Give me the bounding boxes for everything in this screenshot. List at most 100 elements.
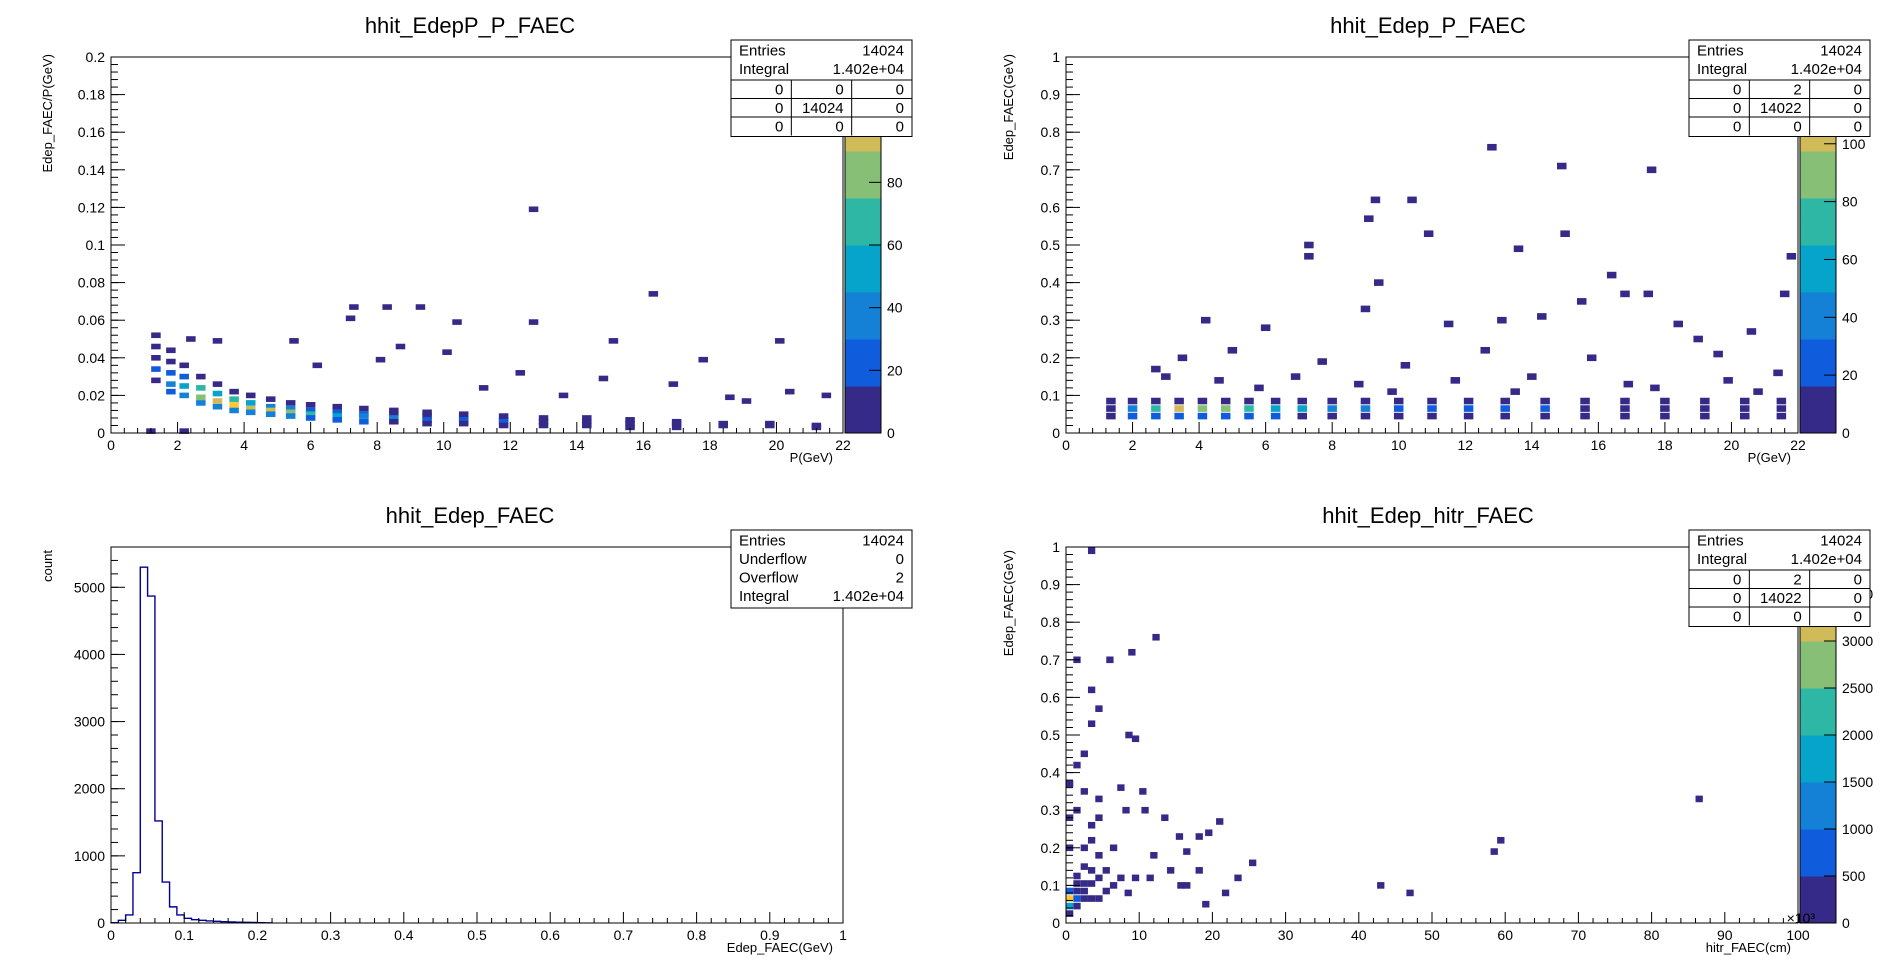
palette-segment — [1800, 386, 1836, 396]
heatmap-cell — [285, 409, 296, 416]
palette-segment — [1800, 819, 1836, 830]
heatmap-cell — [265, 396, 276, 402]
heatmap-cell — [382, 304, 392, 310]
heatmap-cell — [1106, 405, 1116, 412]
pad-edepp-vs-p: hhit_EdepP_P_FAEC 0 2 4 6 8 10 12 14 16 18 20 22 00… — [40, 13, 913, 465]
chart-title: hhit_Edep_FAEC — [386, 503, 555, 528]
y-tick-label: 0.12 — [78, 199, 105, 215]
palette-segment — [845, 292, 881, 302]
heatmap-cell — [332, 403, 343, 410]
heatmap-cell — [359, 413, 369, 419]
heatmap-cell — [1713, 350, 1723, 358]
heatmap-cell — [1073, 887, 1081, 895]
x-tick-label: 0.3 — [321, 927, 341, 943]
heatmap-cell — [1167, 867, 1175, 874]
y-tick-label: 0 — [97, 915, 105, 931]
palette-tick-label: 0 — [887, 425, 895, 441]
y-axis-ticks: 0 0.1 0.2 0.3 0.4 0.5 0.6 0.7 0.8 0.9 1 — [1041, 539, 1080, 931]
heatmap-cell — [389, 407, 399, 414]
stats-grid-value: 14024 — [802, 100, 844, 117]
x-tick-label: 0 — [107, 927, 115, 943]
x-axis-label: P(GeV) — [1748, 450, 1791, 465]
heatmap-cell — [1753, 388, 1763, 395]
x-tick-label: 22 — [1790, 437, 1806, 453]
stats-grid-value: 2 — [1793, 572, 1801, 589]
y-tick-label: 0.7 — [1041, 652, 1061, 668]
x-tick-label: 80 — [1644, 927, 1660, 943]
heatmap-cell — [1500, 405, 1510, 412]
palette-segment — [1800, 367, 1836, 378]
heatmap-cell — [1073, 872, 1081, 880]
palette-segment — [1800, 357, 1836, 368]
heatmap-cell — [389, 411, 399, 417]
x-tick-label: 20 — [1205, 927, 1221, 943]
y-tick-label: 0.4 — [1041, 765, 1061, 781]
heatmap-cell — [1151, 365, 1161, 373]
heatmap-cell — [1443, 320, 1454, 328]
heatmap-cell — [196, 373, 206, 380]
y-tick-label: 1 — [1052, 539, 1060, 555]
heatmap-cell — [1087, 821, 1096, 829]
palette-segment — [845, 160, 881, 171]
palette-segment — [1800, 179, 1836, 190]
x-tick-label: 0 — [1062, 437, 1070, 453]
stats-grid-value: 0 — [1854, 100, 1862, 117]
y-tick-label: 0 — [1052, 425, 1060, 441]
heatmap-cell — [305, 411, 316, 417]
palette-segment — [845, 395, 881, 406]
heatmap-cell — [285, 413, 296, 419]
x-tick-label: 2 — [1129, 437, 1137, 453]
heatmap-cell — [1776, 412, 1787, 420]
palette-segment — [1800, 838, 1836, 849]
heatmap-cell — [186, 336, 196, 342]
x-tick-label: 14 — [569, 437, 585, 453]
palette-segment — [1800, 650, 1836, 661]
heatmap-cell — [1693, 335, 1703, 343]
heatmap-cell — [166, 381, 176, 387]
stats-grid-value: 0 — [896, 100, 904, 117]
palette-tick-label: 2000 — [1842, 727, 1873, 743]
heatmap-cell — [212, 381, 223, 387]
heatmap-cell — [166, 370, 176, 376]
heatmap-cell — [1304, 241, 1314, 249]
palette-segment — [1800, 188, 1836, 199]
palette-tick-label: 0 — [1842, 425, 1850, 441]
heatmap-cell — [345, 315, 356, 322]
x-tick-label: 0 — [107, 437, 115, 453]
y-axis-label: count — [40, 550, 55, 582]
heatmap-cell — [785, 388, 795, 395]
heatmap-cell — [498, 418, 509, 425]
heatmap-cell — [1234, 874, 1242, 882]
plot-frame — [1065, 56, 1799, 434]
heatmap-cell — [1095, 795, 1103, 803]
stats-label: Entries — [1697, 533, 1744, 550]
x-tick-label: 4 — [1195, 437, 1203, 453]
heatmap-cell — [422, 409, 432, 416]
heatmap-cell — [1650, 384, 1660, 392]
y-tick-label: 0.7 — [1041, 162, 1061, 178]
stats-grid-value: 0 — [1793, 119, 1801, 136]
y-axis-label: Edep_FAEC(GeV) — [1001, 54, 1016, 160]
palette-segment — [1800, 198, 1836, 208]
heatmap-cell — [1122, 806, 1130, 814]
heatmap-cell — [1673, 320, 1683, 328]
stats-label: Underflow — [739, 551, 807, 568]
heatmap-cell — [671, 424, 682, 431]
palette-segment — [1800, 791, 1836, 802]
heatmap-cell — [1695, 795, 1703, 803]
y-tick-label: 0.9 — [1041, 577, 1061, 593]
heatmap-cell — [1540, 405, 1550, 412]
chart-title: hhit_Edep_P_FAEC — [1330, 13, 1526, 38]
palette-segment — [845, 339, 881, 349]
heatmap-cell — [821, 392, 832, 399]
y-tick-label: 0.06 — [78, 312, 105, 328]
palette-tick-label: 100 — [1842, 136, 1866, 152]
stats-grid-value: 0 — [775, 82, 783, 99]
stats-box-frame — [730, 39, 913, 137]
heatmap-cell — [558, 392, 569, 399]
stats-grid-value: 0 — [1854, 572, 1862, 589]
palette-tick-label: 40 — [1842, 309, 1858, 325]
heatmap-cell — [1427, 397, 1437, 405]
palette-segment — [1800, 744, 1836, 755]
palette-segment — [1800, 678, 1836, 689]
